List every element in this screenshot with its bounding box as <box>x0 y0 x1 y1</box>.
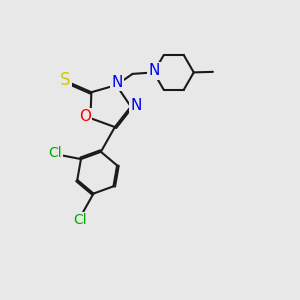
Text: Cl: Cl <box>49 146 62 160</box>
Text: N: N <box>130 98 142 112</box>
Text: N: N <box>148 63 160 78</box>
Text: N: N <box>111 75 123 90</box>
Text: Cl: Cl <box>74 213 87 227</box>
Text: O: O <box>79 109 91 124</box>
Text: S: S <box>60 71 71 89</box>
